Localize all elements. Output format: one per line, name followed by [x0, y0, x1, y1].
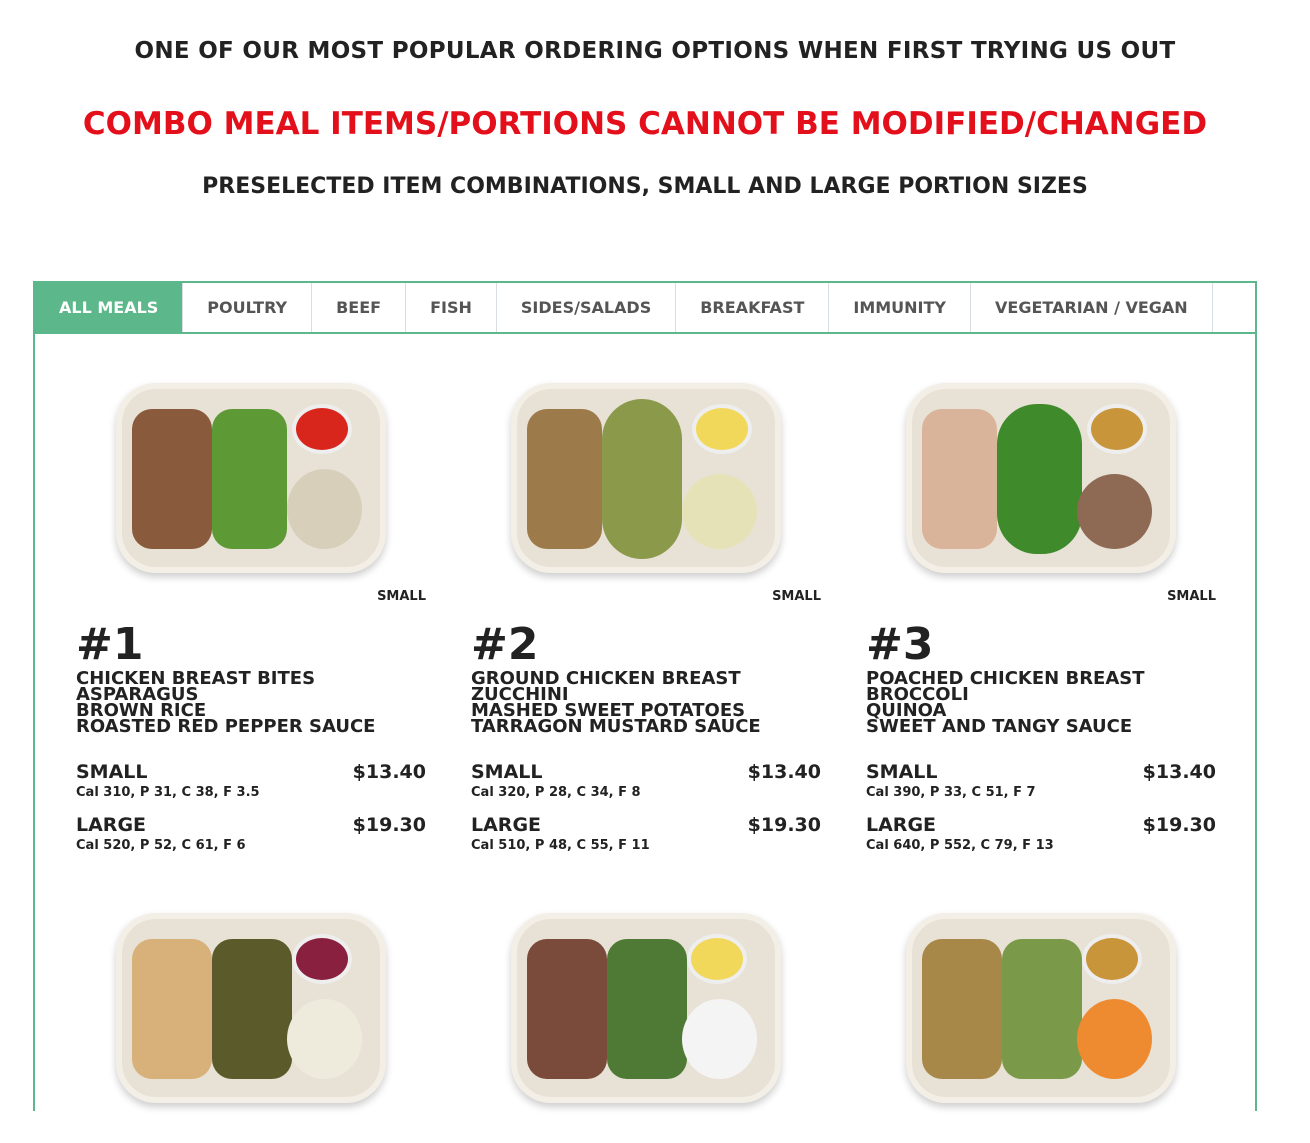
meal-number: #2 — [471, 619, 539, 670]
size-label: LARGE — [866, 814, 937, 836]
meal-card[interactable] — [471, 913, 821, 1143]
meal-item: CHICKEN BREAST BITES — [76, 668, 316, 689]
nutrition: Cal 640, P 552, C 79, F 13 — [866, 838, 1054, 853]
tab-immunity[interactable]: IMMUNITY — [829, 283, 972, 332]
price: $19.30 — [1142, 814, 1216, 836]
category-tabs: ALL MEALS POULTRY BEEF FISH SIDES/SALADS… — [35, 283, 1255, 334]
warning-heading: COMBO MEAL ITEMS/PORTIONS CANNOT BE MODI… — [82, 106, 1208, 142]
meal-image[interactable]: SMALL — [471, 383, 821, 613]
size-label: LARGE — [76, 814, 147, 836]
size-label: SMALL — [76, 761, 148, 783]
meal-item: MASHED SWEET POTATOES — [471, 700, 746, 721]
meal-items: CHICKEN BREAST BITES ASPARAGUS BROWN RICE R… — [76, 668, 426, 737]
meal-image[interactable] — [76, 913, 426, 1143]
meal-card[interactable]: SMALL #3 POACHED CHICKEN BREAST BROCCOLI Q… — [866, 383, 1216, 853]
nutrition: Cal 320, P 28, C 34, F 8 — [471, 785, 641, 800]
meal-card[interactable]: SMALL #1 CHICKEN BREAST BITES ASPARAGUS BR… — [76, 383, 426, 853]
large-option[interactable]: LARGE $19.30 — [471, 814, 821, 836]
meal-item: SWEET AND TANGY SAUCE — [866, 716, 1133, 737]
intro-heading: ONE OF OUR MOST POPULAR ORDERING OPTIONS… — [134, 38, 1176, 64]
tab-all-meals[interactable]: ALL MEALS — [35, 283, 184, 332]
nutrition: Cal 310, P 31, C 38, F 3.5 — [76, 785, 260, 800]
price: $13.40 — [747, 761, 821, 783]
price: $13.40 — [1142, 761, 1216, 783]
meal-item: BROWN RICE — [76, 700, 207, 721]
size-label: LARGE — [471, 814, 542, 836]
meal-image[interactable] — [866, 913, 1216, 1143]
size-label: SMALL — [866, 761, 938, 783]
subheading: PRESELECTED ITEM COMBINATIONS, SMALL AND… — [202, 174, 1088, 199]
meal-item: GROUND CHICKEN BREAST — [471, 668, 741, 689]
meal-item: TARRAGON MUSTARD SAUCE — [471, 716, 761, 737]
price: $19.30 — [352, 814, 426, 836]
meal-card[interactable]: SMALL #2 GROUND CHICKEN BREAST ZUCCHINI MA… — [471, 383, 821, 853]
size-label: SMALL — [471, 761, 543, 783]
menu-panel: ALL MEALS POULTRY BEEF FISH SIDES/SALADS… — [33, 281, 1257, 1111]
meal-items: GROUND CHICKEN BREAST ZUCCHINI MASHED SWEE… — [471, 668, 821, 737]
tab-breakfast[interactable]: BREAKFAST — [676, 283, 830, 332]
tab-vegetarian-vegan[interactable]: VEGETARIAN / VEGAN — [971, 283, 1213, 332]
tab-sides-salads[interactable]: SIDES/SALADS — [497, 283, 677, 332]
meal-card[interactable] — [76, 913, 426, 1143]
large-option[interactable]: LARGE $19.30 — [866, 814, 1216, 836]
tab-beef[interactable]: BEEF — [312, 283, 407, 332]
meal-image[interactable] — [471, 913, 821, 1143]
meal-item: ROASTED RED PEPPER SAUCE — [76, 716, 376, 737]
nutrition: Cal 510, P 48, C 55, F 11 — [471, 838, 650, 853]
price: $13.40 — [352, 761, 426, 783]
meal-item: ZUCCHINI — [471, 684, 569, 705]
meal-item: QUINOA — [866, 700, 947, 721]
meal-image[interactable]: SMALL — [866, 383, 1216, 613]
meal-items: POACHED CHICKEN BREAST BROCCOLI QUINOA SWEE… — [866, 668, 1216, 737]
size-tag: SMALL — [1167, 589, 1216, 604]
small-option[interactable]: SMALL $13.40 — [471, 761, 821, 783]
size-tag: SMALL — [377, 589, 426, 604]
small-option[interactable]: SMALL $13.40 — [866, 761, 1216, 783]
meal-card[interactable] — [866, 913, 1216, 1143]
large-option[interactable]: LARGE $19.30 — [76, 814, 426, 836]
meal-item: POACHED CHICKEN BREAST — [866, 668, 1145, 689]
meal-item: BROCCOLI — [866, 684, 969, 705]
nutrition: Cal 390, P 33, C 51, F 7 — [866, 785, 1036, 800]
size-tag: SMALL — [772, 589, 821, 604]
meal-image[interactable]: SMALL — [76, 383, 426, 613]
meal-item: ASPARAGUS — [76, 684, 199, 705]
meal-number: #1 — [76, 619, 144, 670]
tab-fish[interactable]: FISH — [406, 283, 497, 332]
tab-poultry[interactable]: POULTRY — [183, 283, 313, 332]
price: $19.30 — [747, 814, 821, 836]
meal-number: #3 — [866, 619, 934, 670]
small-option[interactable]: SMALL $13.40 — [76, 761, 426, 783]
nutrition: Cal 520, P 52, C 61, F 6 — [76, 838, 246, 853]
